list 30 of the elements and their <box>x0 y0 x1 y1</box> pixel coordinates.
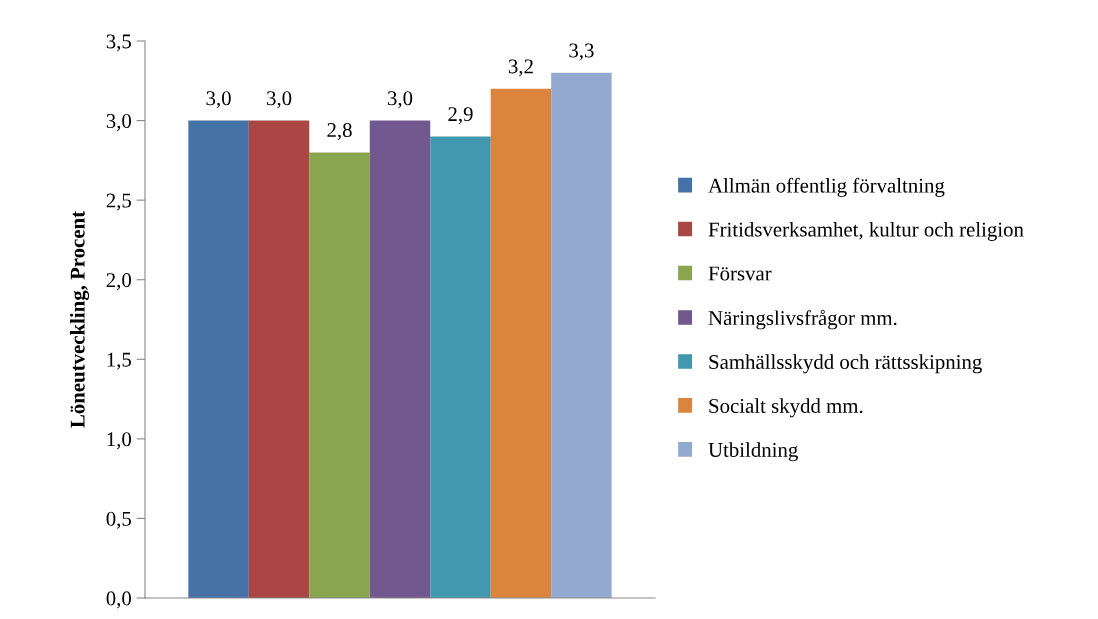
y-tick-label: 2,5 <box>106 193 131 211</box>
legend-label: Utbildning <box>708 442 798 462</box>
data-label: 3,3 <box>569 43 594 61</box>
legend-label: Allmän offentlig förvaltning <box>708 177 945 197</box>
y-tick-label: 3,5 <box>106 34 131 52</box>
bar <box>309 152 370 598</box>
y-tick-label: 0,0 <box>106 591 132 609</box>
legend-label: Försvar <box>708 266 772 281</box>
legend-label: Fritidsverksamhet, kultur och religion <box>708 221 1024 241</box>
legend-label: Samhällsskydd och rättsskipning <box>709 354 982 374</box>
y-tick-label: 2,0 <box>106 273 132 291</box>
bar <box>188 120 249 598</box>
legend-label: Näringslivsfrågor mm. <box>708 309 897 330</box>
y-tick-label: 1,5 <box>107 352 131 370</box>
bar <box>430 136 491 598</box>
data-label: 3,2 <box>508 59 533 77</box>
data-label: 2,8 <box>327 123 352 141</box>
y-tick-label: 3,0 <box>106 113 132 131</box>
data-label: 3,0 <box>267 91 292 109</box>
y-tick-label: 1,0 <box>107 432 132 450</box>
legend-label: Socialt skydd mm. <box>709 398 863 418</box>
bar <box>369 120 431 598</box>
bar <box>551 72 612 598</box>
data-label: 3,0 <box>206 91 231 109</box>
y-tick-label: 0,5 <box>106 511 131 529</box>
data-label: 2,9 <box>448 107 473 125</box>
data-label: 3,0 <box>387 91 413 109</box>
bar <box>490 88 552 598</box>
y-axis-title: Löneutveckling, Procent <box>70 210 90 428</box>
bar <box>248 120 310 598</box>
